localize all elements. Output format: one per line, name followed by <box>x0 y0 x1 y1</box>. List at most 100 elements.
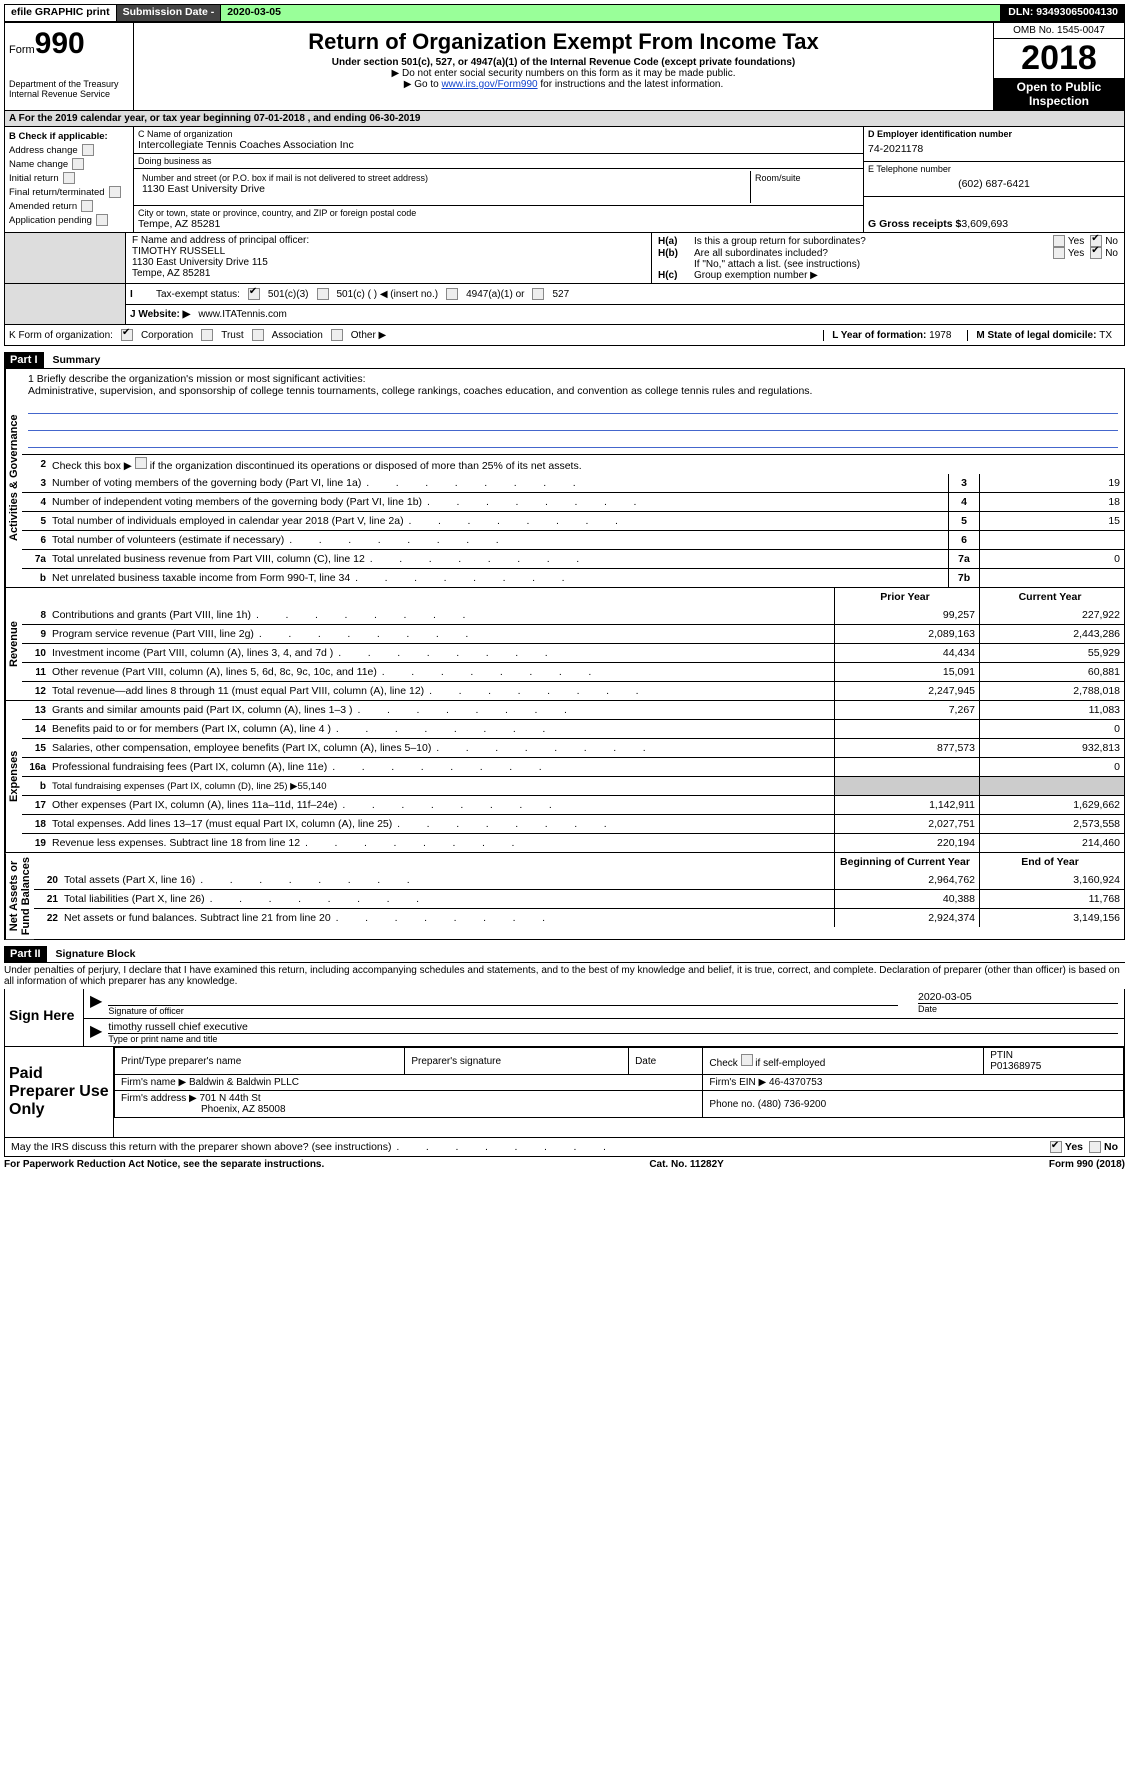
rev-line-11: Other revenue (Part VIII, column (A), li… <box>52 664 834 680</box>
irs-link[interactable]: www.irs.gov/Form990 <box>441 79 537 90</box>
chk-discontinued[interactable] <box>135 457 147 469</box>
exp-curr-14: 0 <box>979 720 1124 738</box>
discuss-yes[interactable] <box>1050 1141 1062 1153</box>
prep-date-hdr: Date <box>629 1048 703 1075</box>
gov-val-4: 18 <box>979 493 1124 511</box>
note-ssn: ▶ Do not enter social security numbers o… <box>138 68 989 79</box>
year-form-label: L Year of formation: <box>832 330 929 341</box>
na-end-20: 3,160,924 <box>979 871 1124 889</box>
phone-label: E Telephone number <box>868 164 1120 174</box>
vlabel-revenue: Revenue <box>5 588 22 700</box>
chk-final-return-terminated[interactable] <box>109 186 121 198</box>
exp-prior-16a <box>834 758 979 776</box>
form-subtitle: Under section 501(c), 527, or 4947(a)(1)… <box>138 57 989 68</box>
exp-prior-13: 7,267 <box>834 701 979 719</box>
chk-assoc[interactable] <box>252 329 264 341</box>
chk-selfemp[interactable] <box>741 1054 753 1066</box>
officer-group-block: F Name and address of principal officer:… <box>4 233 1125 284</box>
ein-label: D Employer identification number <box>868 129 1120 139</box>
chk-4947[interactable] <box>446 288 458 300</box>
gov-val-5: 15 <box>979 512 1124 530</box>
vlabel-expenses: Expenses <box>5 701 22 852</box>
rev-prior-12: 2,247,945 <box>834 682 979 700</box>
form-number: Form990 <box>9 27 129 61</box>
section-b-title: B Check if applicable: <box>9 131 129 142</box>
current-year-hdr: Current Year <box>979 588 1124 606</box>
sig-date-label: Date <box>918 1003 1118 1014</box>
chk-corp[interactable] <box>121 329 133 341</box>
form-title: Return of Organization Exempt From Incom… <box>138 29 989 55</box>
na-beg-20: 2,964,762 <box>834 871 979 889</box>
state-dom-val: TX <box>1099 330 1112 341</box>
exp-curr-16a: 0 <box>979 758 1124 776</box>
top-bar: efile GRAPHIC print Submission Date - 20… <box>4 4 1125 22</box>
exp-line-13: Grants and similar amounts paid (Part IX… <box>52 702 834 718</box>
sign-here-label: Sign Here <box>5 989 84 1046</box>
rev-prior-8: 99,257 <box>834 606 979 624</box>
org-name: Intercollegiate Tennis Coaches Associati… <box>138 139 859 151</box>
part2-header: Part II Signature Block <box>4 940 1125 963</box>
chk-trust[interactable] <box>201 329 213 341</box>
chk-amended-return[interactable] <box>81 200 93 212</box>
section-f: F Name and address of principal officer:… <box>126 233 652 283</box>
sig-name: timothy russell chief executive <box>108 1021 1118 1033</box>
discuss-no[interactable] <box>1089 1141 1101 1153</box>
footer-mid: Cat. No. 11282Y <box>649 1159 723 1170</box>
subdate-label: Submission Date - <box>117 4 222 22</box>
na-beg-22: 2,924,374 <box>834 909 979 927</box>
arrow-icon: ▶ <box>90 991 108 1016</box>
part1-label: Part I <box>4 352 44 368</box>
dept-treasury: Department of the Treasury Internal Reve… <box>9 79 129 99</box>
gov-val-b <box>979 569 1124 587</box>
sign-here-block: Sign Here ▶ Signature of officer 2020-03… <box>4 989 1125 1047</box>
officer-name: TIMOTHY RUSSELL <box>132 246 645 257</box>
tax-status-label: Tax-exempt status: <box>156 289 240 300</box>
exp-line-15: Salaries, other compensation, employee b… <box>52 740 834 756</box>
vlabel-netassets: Net Assets or Fund Balances <box>5 853 34 939</box>
hb-no[interactable] <box>1090 247 1102 259</box>
prep-name-hdr: Print/Type preparer's name <box>115 1048 405 1075</box>
hb-label: Are all subordinates included? <box>694 248 1047 259</box>
rev-line-12: Total revenue—add lines 8 through 11 (mu… <box>52 683 834 699</box>
gov-line-3: Number of voting members of the governin… <box>52 475 948 491</box>
chk-name-change[interactable] <box>72 158 84 170</box>
identity-block: B Check if applicable: Address changeNam… <box>4 127 1125 233</box>
chk-527[interactable] <box>532 288 544 300</box>
klm-row: K Form of organization: Corporation Trus… <box>4 325 1125 346</box>
chk-application-pending[interactable] <box>96 214 108 226</box>
gov-box-6: 6 <box>948 531 979 549</box>
exp-curr-17: 1,629,662 <box>979 796 1124 814</box>
discuss-text: May the IRS discuss this return with the… <box>11 1141 608 1153</box>
exp-curr-18: 2,573,558 <box>979 815 1124 833</box>
exp-prior-19: 220,194 <box>834 834 979 852</box>
exp-prior-18: 2,027,751 <box>834 815 979 833</box>
status-website-block: I Tax-exempt status: 501(c)(3) 501(c) ( … <box>4 284 1125 325</box>
exp-prior-b <box>834 777 979 795</box>
hb-note: If "No," attach a list. (see instruction… <box>658 259 1118 270</box>
paid-preparer-block: Paid Preparer Use Only Print/Type prepar… <box>4 1047 1125 1138</box>
year-form-val: 1978 <box>929 330 951 341</box>
website-row: J Website: ▶ www.ITATennis.com <box>126 305 1124 324</box>
chk-initial-return[interactable] <box>63 172 75 184</box>
website-label: J Website: ▶ <box>130 309 190 320</box>
gov-val-7a: 0 <box>979 550 1124 568</box>
arrow-icon: ▶ <box>90 1021 108 1044</box>
revenue-section: Revenue Prior Year Current Year 8Contrib… <box>4 588 1125 701</box>
gross-label: G Gross receipts $ <box>868 218 961 230</box>
chk-501c[interactable] <box>317 288 329 300</box>
hb-yes[interactable] <box>1053 247 1065 259</box>
tax-year: 2018 <box>994 39 1124 78</box>
ha-yes[interactable] <box>1053 235 1065 247</box>
chk-other[interactable] <box>331 329 343 341</box>
exp-line-17: Other expenses (Part IX, column (A), lin… <box>52 797 834 813</box>
activities-governance: Activities & Governance 1 Briefly descri… <box>4 369 1125 588</box>
form-header: Form990 Department of the Treasury Inter… <box>4 22 1125 111</box>
chk-501c3[interactable] <box>248 288 260 300</box>
firm-name: Firm's name ▶ Baldwin & Baldwin PLLC <box>115 1075 703 1091</box>
rev-curr-11: 60,881 <box>979 663 1124 681</box>
rev-curr-10: 55,929 <box>979 644 1124 662</box>
chk-address-change[interactable] <box>82 144 94 156</box>
dln: DLN: 93493065004130 <box>1001 4 1125 22</box>
na-end-21: 11,768 <box>979 890 1124 908</box>
perjury-text: Under penalties of perjury, I declare th… <box>4 963 1125 989</box>
